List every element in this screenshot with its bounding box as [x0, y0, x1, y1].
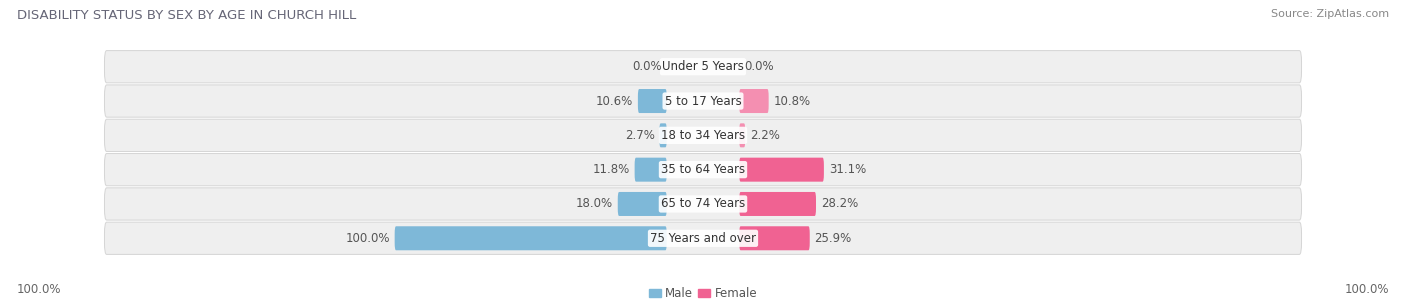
Text: 0.0%: 0.0%	[744, 60, 773, 73]
Legend: Male, Female: Male, Female	[644, 282, 762, 305]
FancyBboxPatch shape	[740, 158, 824, 182]
FancyBboxPatch shape	[740, 226, 810, 250]
Text: 100.0%: 100.0%	[17, 283, 62, 296]
FancyBboxPatch shape	[617, 192, 666, 216]
Text: 35 to 64 Years: 35 to 64 Years	[661, 163, 745, 176]
Text: 31.1%: 31.1%	[828, 163, 866, 176]
Text: 5 to 17 Years: 5 to 17 Years	[665, 95, 741, 108]
Text: DISABILITY STATUS BY SEX BY AGE IN CHURCH HILL: DISABILITY STATUS BY SEX BY AGE IN CHURC…	[17, 9, 356, 22]
Text: 10.6%: 10.6%	[596, 95, 633, 108]
FancyBboxPatch shape	[634, 158, 666, 182]
Text: 11.8%: 11.8%	[592, 163, 630, 176]
FancyBboxPatch shape	[395, 226, 666, 250]
Text: 18.0%: 18.0%	[576, 197, 613, 210]
FancyBboxPatch shape	[104, 51, 1302, 83]
Text: 2.7%: 2.7%	[624, 129, 655, 142]
Text: Source: ZipAtlas.com: Source: ZipAtlas.com	[1271, 9, 1389, 19]
FancyBboxPatch shape	[104, 222, 1302, 254]
Text: 100.0%: 100.0%	[1344, 283, 1389, 296]
Text: 75 Years and over: 75 Years and over	[650, 232, 756, 245]
FancyBboxPatch shape	[740, 192, 815, 216]
Text: 2.2%: 2.2%	[749, 129, 780, 142]
Text: 10.8%: 10.8%	[773, 95, 811, 108]
Text: Under 5 Years: Under 5 Years	[662, 60, 744, 73]
Text: 65 to 74 Years: 65 to 74 Years	[661, 197, 745, 210]
FancyBboxPatch shape	[104, 119, 1302, 152]
Text: 25.9%: 25.9%	[814, 232, 852, 245]
Text: 18 to 34 Years: 18 to 34 Years	[661, 129, 745, 142]
Text: 28.2%: 28.2%	[821, 197, 858, 210]
FancyBboxPatch shape	[638, 89, 666, 113]
FancyBboxPatch shape	[104, 188, 1302, 220]
FancyBboxPatch shape	[104, 153, 1302, 186]
FancyBboxPatch shape	[740, 123, 745, 147]
FancyBboxPatch shape	[104, 85, 1302, 117]
Text: 0.0%: 0.0%	[633, 60, 662, 73]
FancyBboxPatch shape	[659, 123, 666, 147]
Text: 100.0%: 100.0%	[346, 232, 389, 245]
FancyBboxPatch shape	[740, 89, 769, 113]
